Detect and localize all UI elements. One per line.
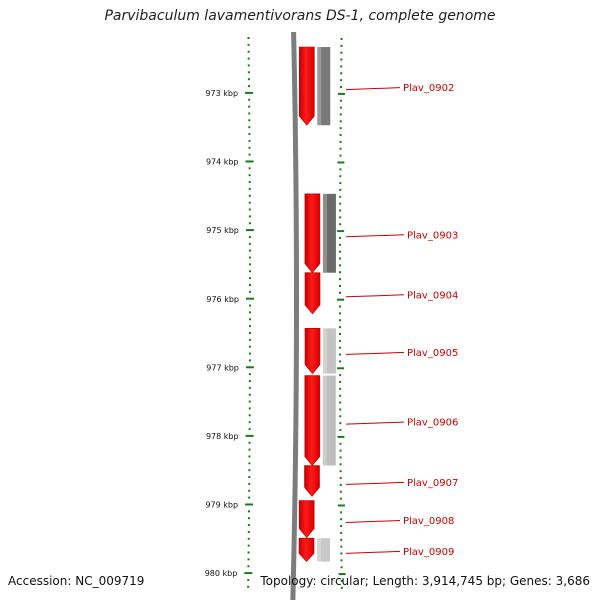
gene-arrow[interactable] — [304, 193, 321, 274]
gene-arrow[interactable] — [304, 272, 321, 315]
gene-label[interactable]: Plav_0902 — [403, 83, 454, 94]
genome-title: Parvibaculum lavamentivorans DS-1, compl… — [104, 8, 496, 24]
gene-shadow-highlight — [316, 538, 321, 562]
gene-label[interactable]: Plav_0903 — [407, 230, 458, 241]
gene-labels: Plav_0902 Plav_0903 Plav_0904 Plav_0905 Plav… — [345, 83, 458, 558]
gene-leader-line — [345, 87, 401, 91]
gene-arrow[interactable] — [304, 327, 321, 375]
genome-summary: Topology: circular; Length: 3,914,745 bp… — [260, 574, 590, 588]
kbp-label: 974 kbp — [206, 158, 239, 167]
gene-label[interactable]: Plav_0909 — [403, 547, 454, 558]
right-scale — [337, 38, 346, 589]
gene-track — [298, 46, 336, 562]
gene-leader-line — [345, 481, 405, 485]
kbp-label: 978 kbp — [206, 432, 239, 441]
kbp-label: 979 kbp — [205, 501, 238, 510]
gene-arrow[interactable] — [298, 500, 315, 538]
gene-shadow-highlight — [322, 193, 327, 273]
kbp-label: 980 kbp — [205, 569, 238, 578]
kbp-label: 973 kbp — [205, 89, 238, 98]
gene-shadow-highlight — [322, 328, 327, 374]
gene-shadow-bar — [316, 538, 330, 562]
gene-leader-line — [345, 234, 405, 238]
gene-shadow-bar — [317, 47, 331, 126]
gene-shadow-highlight — [322, 375, 327, 466]
gene-leader-line — [345, 421, 405, 425]
gene-shadow-bar — [322, 328, 336, 374]
gene-label[interactable]: Plav_0907 — [407, 478, 458, 489]
genome-backbone — [290, 31, 299, 600]
gene-arrow[interactable] — [304, 375, 321, 466]
kbp-label: 977 kbp — [206, 363, 239, 372]
kbp-label: 976 kbp — [206, 295, 239, 304]
accession-text: Accession: NC_009719 — [8, 574, 145, 588]
gene-shadow-highlight — [317, 47, 322, 126]
gene-arrow[interactable] — [304, 465, 320, 497]
gene-arrow[interactable] — [298, 46, 315, 126]
gene-label[interactable]: Plav_0904 — [407, 290, 458, 301]
kbp-label: 975 kbp — [206, 226, 239, 235]
gene-arrow[interactable] — [298, 537, 315, 562]
gene-shadow-bar — [322, 375, 336, 466]
gene-label[interactable]: Plav_0906 — [407, 418, 458, 429]
gene-shadow-bar — [322, 193, 336, 273]
gene-label[interactable]: Plav_0908 — [403, 516, 454, 527]
gene-leader-line — [345, 351, 405, 355]
gene-label[interactable]: Plav_0905 — [407, 348, 458, 359]
gene-leader-line — [345, 294, 405, 298]
gene-leader-line — [345, 550, 401, 554]
gene-leader-line — [345, 520, 401, 524]
left-scale: 973 kbp 974 kbp 975 kbp 976 kbp 977 kbp 978 k… — [205, 37, 254, 588]
